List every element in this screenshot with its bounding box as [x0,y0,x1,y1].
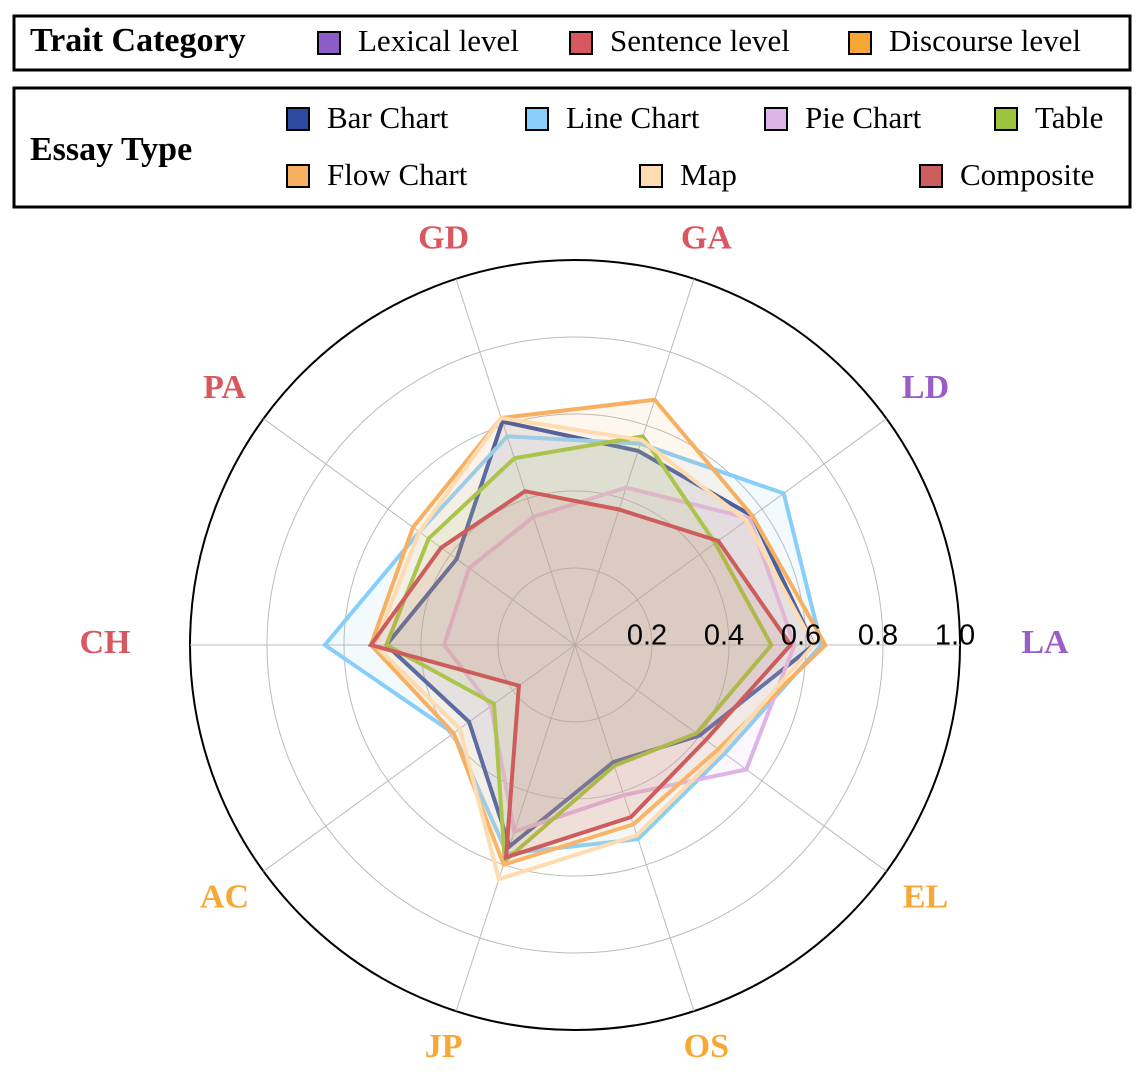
tick-label: 0.8 [858,620,898,652]
legend-marker [569,31,593,55]
legend-label: Line Chart [566,100,700,135]
series-area [383,434,774,866]
legend-marker [286,164,310,188]
legend-label: Bar Chart [327,100,449,135]
legend-label: Sentence level [610,23,790,58]
series-area [441,485,797,835]
legend-label: Flow Chart [327,157,468,192]
trait-legend-box [12,14,1132,72]
legend-label: Map [680,157,737,192]
legend-marker [919,164,943,188]
category-label: LD [902,369,949,406]
category-label: PA [203,369,246,406]
series-legend-box [12,86,1132,209]
series-area [367,489,794,861]
category-label: OS [684,1028,729,1065]
tick-label: 0.4 [704,620,744,652]
legend-label: Discourse level [889,23,1081,58]
legend-marker [848,31,872,55]
legend-marker [317,31,341,55]
spoke [574,418,887,646]
trait-legend-title: Trait Category [30,22,246,59]
spoke [455,278,576,646]
category-label: JP [425,1028,463,1065]
tick-label: 1.0 [935,620,975,652]
category-label: GD [418,220,469,257]
spoke [263,644,576,872]
category-label: AC [200,878,249,915]
legend-label: Pie Chart [805,100,922,135]
category-label: GA [681,220,732,257]
legend-marker [639,164,663,188]
legend-marker [286,107,310,131]
category-label: EL [903,878,948,915]
legend-marker [994,107,1018,131]
category-label: CH [80,624,131,661]
tick-label: 0.6 [781,620,821,652]
legend-marker [764,107,788,131]
legend-title: Essay Type [30,131,192,168]
legend-label: Composite [960,157,1094,192]
spoke [574,644,887,872]
tick-label: 0.2 [627,620,667,652]
legend-label: Lexical level [358,23,519,58]
spoke [574,278,695,646]
spoke [574,644,695,1012]
category-label: LA [1021,624,1069,661]
legend-label: Table [1035,100,1103,135]
legend-marker [525,107,549,131]
